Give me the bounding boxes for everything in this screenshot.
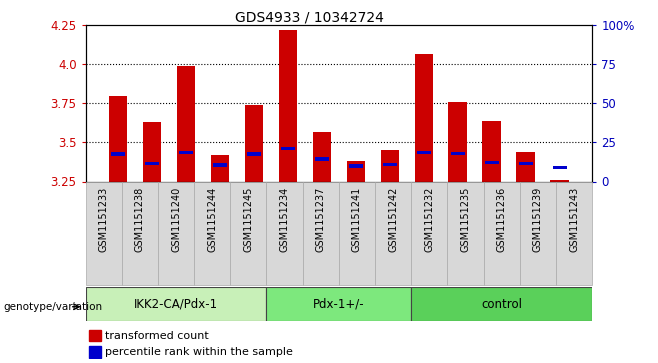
Bar [383, 163, 397, 166]
Bar [194, 182, 230, 285]
Bar [278, 30, 297, 181]
Bar [417, 151, 431, 154]
Bar [520, 182, 556, 285]
Bar [411, 182, 447, 285]
Bar [411, 287, 592, 321]
Bar [89, 346, 101, 358]
Bar [449, 102, 467, 182]
Text: GSM1151233: GSM1151233 [99, 187, 109, 252]
Bar [158, 182, 194, 285]
Bar [447, 182, 484, 285]
Bar [86, 287, 266, 321]
Bar [519, 162, 533, 165]
Bar [349, 164, 363, 168]
Bar [89, 330, 101, 341]
Text: GSM1151244: GSM1151244 [207, 187, 217, 252]
Bar [86, 182, 122, 285]
Bar [551, 180, 569, 182]
Bar [303, 182, 339, 285]
Bar [266, 287, 411, 321]
Bar [213, 163, 227, 167]
Bar [482, 121, 501, 182]
Text: IKK2-CA/Pdx-1: IKK2-CA/Pdx-1 [134, 298, 218, 310]
Bar [122, 182, 158, 285]
Text: GSM1151241: GSM1151241 [352, 187, 362, 252]
Bar [247, 152, 261, 156]
Bar [556, 182, 592, 285]
Text: GSM1151239: GSM1151239 [533, 187, 543, 252]
Bar [281, 147, 295, 150]
Text: control: control [481, 298, 522, 310]
Bar [339, 182, 375, 285]
Text: GSM1151236: GSM1151236 [497, 187, 507, 252]
Bar [145, 162, 159, 165]
Text: GSM1151232: GSM1151232 [424, 187, 434, 252]
Text: GSM1151238: GSM1151238 [135, 187, 145, 252]
Text: genotype/variation: genotype/variation [3, 302, 103, 312]
Bar [347, 161, 365, 182]
Text: GSM1151245: GSM1151245 [243, 187, 253, 252]
Text: Pdx-1+/-: Pdx-1+/- [313, 298, 365, 310]
Text: transformed count: transformed count [105, 331, 209, 341]
Bar [143, 122, 161, 182]
Bar [230, 182, 266, 285]
Text: GSM1151234: GSM1151234 [280, 187, 290, 252]
Text: GSM1151243: GSM1151243 [569, 187, 579, 252]
Bar [517, 152, 535, 182]
Bar [179, 151, 193, 154]
Bar [313, 131, 331, 182]
Text: percentile rank within the sample: percentile rank within the sample [105, 347, 293, 357]
Bar [111, 152, 125, 156]
Bar [451, 152, 465, 155]
Bar [176, 66, 195, 182]
Text: GSM1151235: GSM1151235 [461, 187, 470, 252]
Bar [109, 96, 127, 182]
Bar [380, 150, 399, 182]
Bar [315, 157, 329, 160]
Bar [266, 182, 303, 285]
Bar [375, 182, 411, 285]
Bar [245, 105, 263, 182]
Bar [211, 155, 229, 182]
Text: GSM1151240: GSM1151240 [171, 187, 181, 252]
Bar [485, 161, 499, 164]
Text: GSM1151237: GSM1151237 [316, 187, 326, 252]
Text: GDS4933 / 10342724: GDS4933 / 10342724 [235, 11, 384, 25]
Bar [553, 166, 567, 169]
Bar [484, 182, 520, 285]
Bar [415, 53, 433, 181]
Text: GSM1151242: GSM1151242 [388, 187, 398, 252]
